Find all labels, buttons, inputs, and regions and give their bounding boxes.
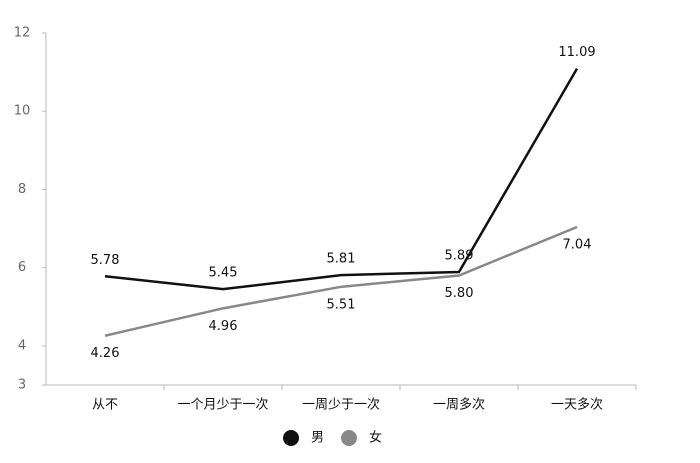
line-series: [104, 225, 578, 337]
x-tick-label: 一周少于一次: [302, 397, 380, 413]
legend-marker: [341, 430, 357, 446]
data-label: 7.04: [563, 237, 592, 252]
data-label: 5.78: [91, 253, 120, 268]
x-tick-label: 从不: [92, 398, 118, 413]
legend-label: 女: [369, 430, 382, 446]
data-label: 4.96: [209, 319, 238, 334]
line-series: [104, 67, 579, 291]
y-tick-label: 6: [18, 260, 26, 275]
x-tick-label: 一天多次: [551, 397, 603, 413]
legend-label: 男: [311, 431, 324, 446]
data-label: 11.09: [558, 45, 595, 60]
data-label: 5.51: [327, 297, 356, 312]
x-tick-label: 一周多次: [433, 397, 485, 413]
y-tick-label: 8: [18, 182, 26, 197]
y-tick-label: 12: [14, 26, 31, 41]
y-tick-label: 10: [14, 104, 31, 119]
legend-marker: [283, 430, 299, 446]
y-tick-label: 3: [18, 378, 26, 393]
data-label: 5.89: [445, 248, 474, 263]
y-tick-label: 4: [18, 338, 26, 353]
data-label: 4.26: [91, 346, 120, 361]
data-label: 5.80: [445, 286, 474, 301]
x-tick-label: 一个月少于一次: [177, 397, 268, 413]
data-label: 5.81: [327, 252, 356, 267]
data-label: 5.45: [209, 266, 238, 281]
